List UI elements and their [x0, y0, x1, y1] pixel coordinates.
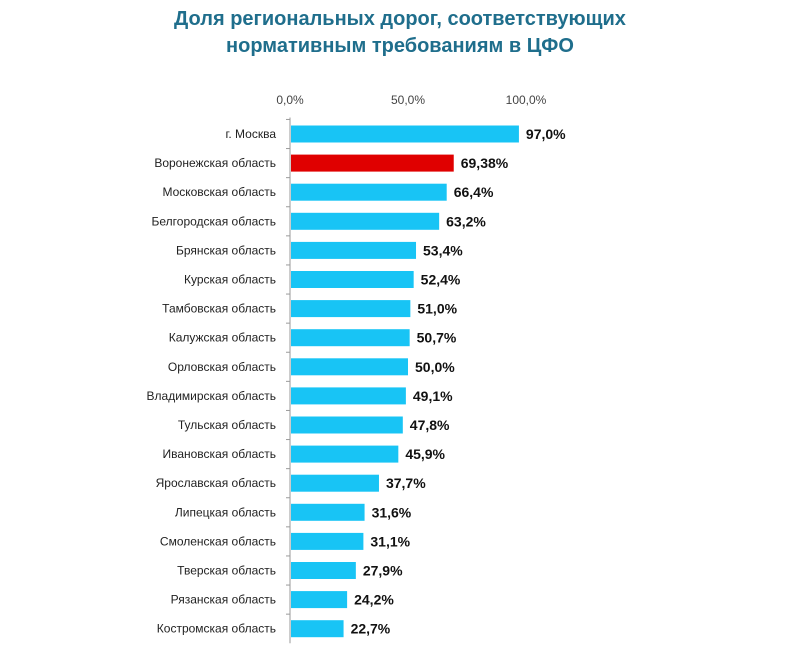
value-label: 49,1% — [413, 388, 453, 404]
category-label: Воронежская область — [154, 156, 276, 170]
category-label: Костромская область — [157, 622, 276, 636]
x-tick-label: 50,0% — [391, 93, 425, 107]
category-label: Белгородская область — [152, 214, 276, 228]
value-label: 97,0% — [526, 126, 566, 142]
category-label: Тверская область — [177, 564, 276, 578]
value-label: 27,9% — [363, 563, 403, 579]
category-label: г. Москва — [225, 127, 276, 141]
category-label: Владимирская область — [147, 389, 276, 403]
bar — [291, 562, 356, 579]
bar — [291, 241, 417, 259]
bar — [291, 474, 379, 492]
chart-title: Доля региональных дорог, соответствующих… — [0, 6, 800, 60]
value-label: 47,8% — [410, 417, 450, 433]
value-label: 53,4% — [423, 242, 463, 258]
category-label: Калужская область — [169, 331, 276, 345]
bar — [291, 358, 408, 376]
value-label: 31,1% — [370, 533, 410, 549]
value-label: 24,2% — [354, 592, 394, 608]
x-tick-label: 0,0% — [276, 93, 304, 107]
category-label: Орловская область — [168, 360, 276, 374]
value-label: 52,4% — [421, 272, 461, 288]
bar — [291, 329, 410, 347]
bar — [291, 503, 365, 521]
category-label: Липецкая область — [175, 505, 276, 519]
category-label: Рязанская область — [171, 593, 276, 607]
value-label: 63,2% — [446, 213, 486, 229]
category-label: Ивановская область — [162, 447, 276, 461]
bar — [291, 212, 440, 230]
category-label: Смоленская область — [160, 534, 276, 548]
category-label: Курская область — [184, 273, 276, 287]
category-label: Брянская область — [176, 243, 276, 257]
bar — [291, 416, 403, 434]
value-label: 50,7% — [417, 330, 457, 346]
value-label: 69,38% — [461, 155, 509, 171]
value-label: 50,0% — [415, 359, 455, 375]
value-label: 66,4% — [454, 184, 494, 200]
value-label: 37,7% — [386, 475, 426, 491]
bar — [291, 620, 344, 638]
x-tick-label: 100,0% — [506, 93, 547, 107]
category-label: Тульская область — [178, 418, 276, 432]
category-label: Московская область — [162, 185, 276, 199]
value-label: 45,9% — [405, 446, 445, 462]
bar — [291, 183, 447, 201]
bar — [291, 300, 411, 318]
chart-title-line-1: Доля региональных дорог, соответствующих — [174, 8, 626, 30]
bar — [291, 154, 454, 172]
bar — [291, 591, 348, 609]
bar — [291, 387, 406, 405]
bar — [291, 271, 414, 288]
category-label: Ярославская область — [156, 476, 276, 490]
value-label: 22,7% — [351, 621, 391, 637]
category-label: Тамбовская область — [162, 302, 276, 316]
value-label: 51,0% — [417, 301, 457, 317]
bar — [291, 125, 519, 143]
value-label: 31,6% — [372, 504, 412, 520]
bar — [291, 445, 399, 463]
bar — [291, 532, 364, 550]
chart-title-line-2: нормативным требованиям в ЦФО — [226, 35, 574, 57]
